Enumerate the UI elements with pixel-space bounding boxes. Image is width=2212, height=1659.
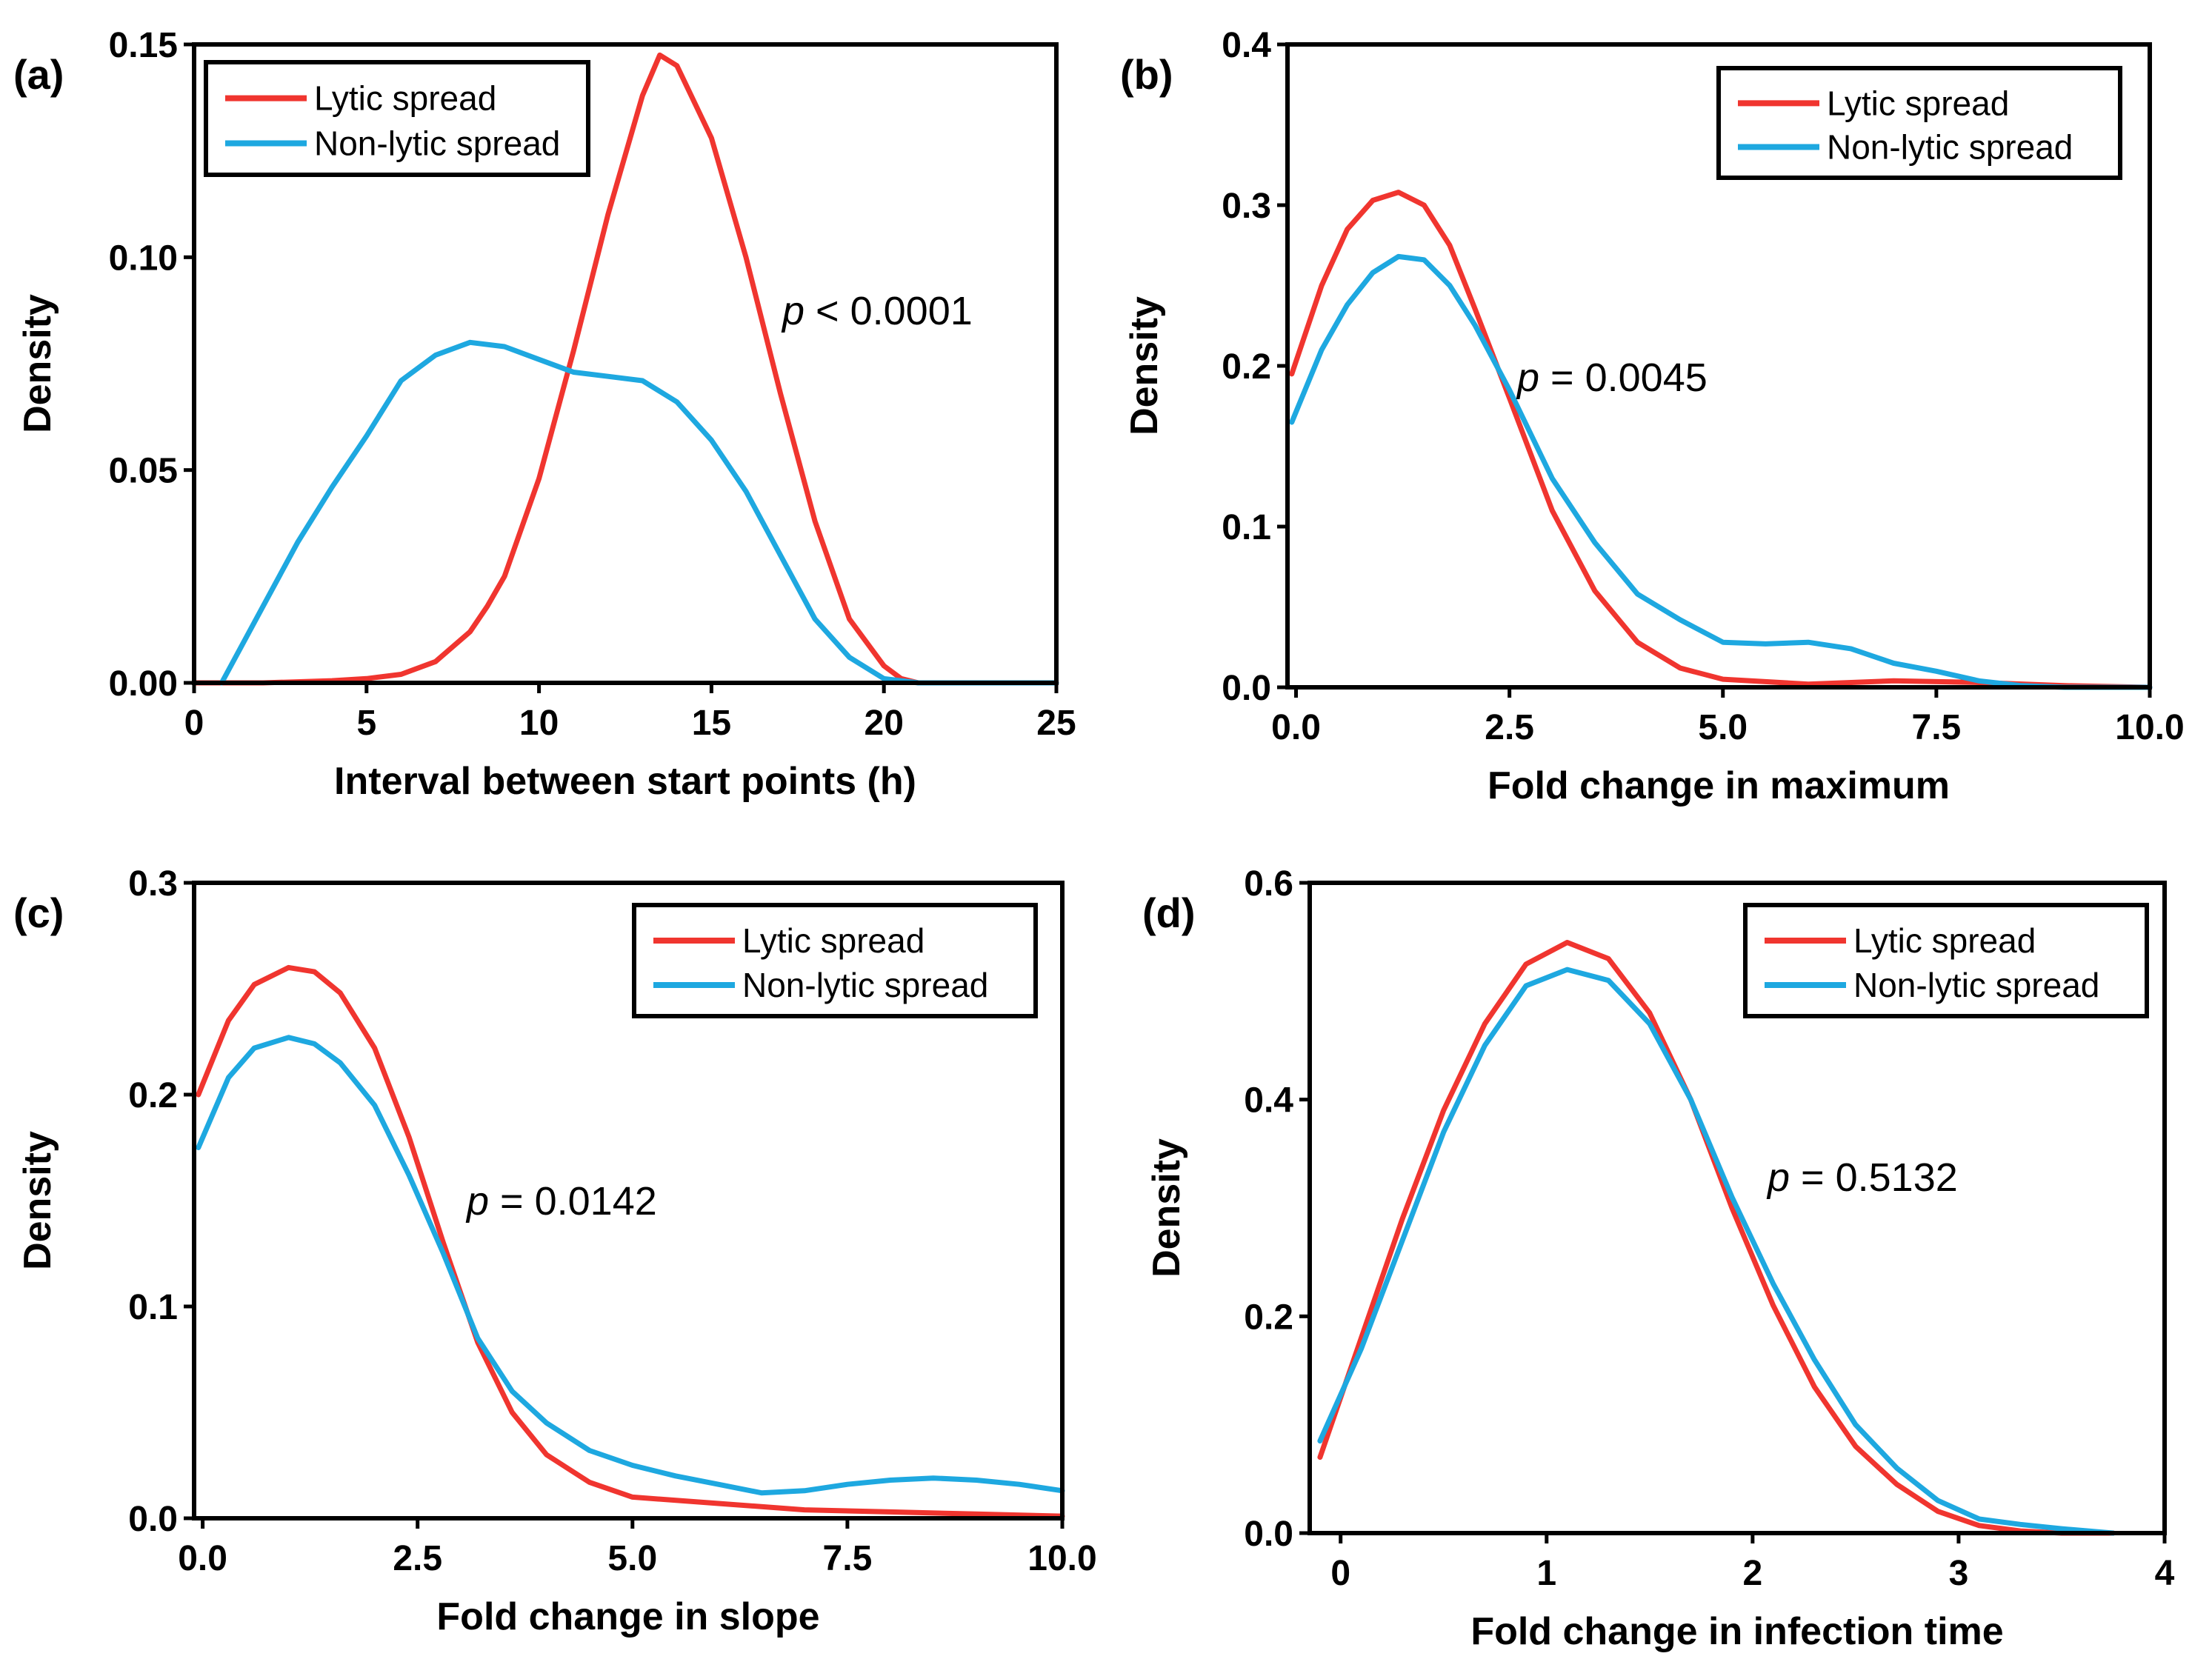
- chart-panel-3: (d) 0 1 2 3 4 0.0 0.2 0.4 0.6 Fold change in infec…: [1142, 864, 2175, 1653]
- series-line-lytic: [196, 964, 1065, 1519]
- series-group: [1317, 940, 2116, 1536]
- p-value-annotation: p = 0.0045: [1516, 356, 1708, 400]
- panel-label: (c): [13, 889, 64, 936]
- y-axis-title: Density: [16, 1131, 59, 1270]
- series-line-lytic: [1289, 190, 2153, 690]
- x-tick-label: 2.5: [1485, 708, 1534, 747]
- series-line-lytic: [191, 52, 1059, 686]
- legend-label-lytic: Lytic spread: [314, 79, 496, 118]
- y-tick-label: 0.2: [1244, 1298, 1293, 1337]
- legend: Lytic spread Non-lytic spread: [204, 60, 590, 177]
- legend-label-nonlytic: Non-lytic spread: [314, 124, 560, 162]
- x-tick-label: 5.0: [607, 1539, 657, 1578]
- y-tick-label: 0.4: [1222, 26, 1271, 65]
- chart-panel-2: (c) 0.0 2.5 5.0 7.5 10.0 0.0 0.1 0.2 0.3 Fold chan…: [13, 864, 1097, 1638]
- x-axis-title: Fold change in maximum: [1488, 764, 1950, 807]
- series-line-lytic: [1317, 940, 2116, 1536]
- p-value-annotation: p < 0.0001: [781, 289, 973, 333]
- y-tick-label: 0.3: [128, 864, 178, 904]
- panel-label: (d): [1142, 889, 1196, 936]
- p-value-text: < 0.0001: [804, 289, 973, 333]
- p-value-annotation: p = 0.0142: [465, 1179, 657, 1224]
- x-axis-title: Fold change in slope: [436, 1595, 819, 1638]
- x-tick-label: 7.5: [823, 1539, 873, 1578]
- y-tick-label: 0.4: [1244, 1081, 1293, 1121]
- x-tick-label: 7.5: [1912, 708, 1962, 747]
- series-group: [1289, 190, 2153, 690]
- series-line-nonlytic: [219, 339, 1059, 686]
- legend: Lytic spread Non-lytic spread: [632, 903, 1038, 1018]
- series-group: [196, 964, 1065, 1519]
- p-value-annotation: p = 0.5132: [1766, 1155, 1958, 1200]
- legend: Lytic spread Non-lytic spread: [1716, 66, 2122, 180]
- y-tick-label: 0.3: [1222, 187, 1271, 226]
- plot-frame: [192, 881, 1065, 1521]
- legend-box: [1716, 66, 2122, 180]
- x-tick-label: 10.0: [1027, 1539, 1096, 1578]
- x-tick-label: 10: [519, 704, 559, 743]
- panel-label: (b): [1120, 51, 1173, 98]
- x-tick-label: 3: [1949, 1554, 1969, 1593]
- p-symbol: p: [1516, 356, 1539, 400]
- y-axis-title: Density: [1123, 296, 1166, 435]
- legend-label-lytic: Lytic spread: [742, 921, 925, 960]
- y-tick-label: 0.0: [1244, 1515, 1293, 1554]
- p-symbol: p: [1766, 1155, 1790, 1200]
- panel-label: (a): [13, 51, 64, 98]
- p-symbol: p: [465, 1179, 489, 1224]
- series-group: [191, 52, 1059, 686]
- y-tick-label: 0.2: [1222, 347, 1271, 387]
- y-tick-label: 0.00: [109, 664, 178, 704]
- y-tick-label: 0.05: [109, 452, 178, 491]
- x-tick-label: 4: [2155, 1554, 2175, 1593]
- series-line-nonlytic: [1317, 967, 2116, 1536]
- x-tick-label: 0: [1330, 1554, 1350, 1593]
- p-symbol: p: [781, 289, 804, 333]
- series-line-nonlytic: [196, 1035, 1065, 1496]
- y-axis-title: Density: [1145, 1138, 1188, 1278]
- legend-box: [204, 60, 590, 177]
- p-value-text: = 0.0045: [1539, 356, 1708, 400]
- plot-frame: [192, 42, 1059, 685]
- legend: Lytic spread Non-lytic spread: [1743, 903, 2149, 1018]
- legend-label-nonlytic: Non-lytic spread: [1853, 966, 2099, 1004]
- x-tick-label: 10.0: [2115, 708, 2184, 747]
- y-tick-label: 0.0: [1222, 669, 1271, 708]
- series-line-nonlytic: [1289, 253, 2153, 690]
- y-tick-label: 0.1: [1222, 508, 1271, 547]
- x-tick-label: 0.0: [178, 1539, 227, 1578]
- x-axis-title: Fold change in infection time: [1470, 1610, 2003, 1653]
- legend-box: [632, 903, 1038, 1018]
- legend-label-nonlytic: Non-lytic spread: [1827, 128, 2073, 167]
- x-tick-label: 2.5: [393, 1539, 442, 1578]
- x-tick-label: 20: [865, 704, 904, 743]
- chart-panel-1: (b) 0.0 2.5 5.0 7.5 10.0 0.0 0.1 0.2 0.3 0.4 Fold c…: [1120, 26, 2185, 807]
- y-tick-label: 0.15: [109, 26, 178, 65]
- x-tick-label: 0: [184, 704, 204, 743]
- legend-box: [1743, 903, 2149, 1018]
- x-axis-title: Interval between start points (h): [334, 760, 916, 803]
- p-value-text: = 0.5132: [1790, 1155, 1958, 1200]
- x-tick-label: 5: [356, 704, 376, 743]
- legend-label-lytic: Lytic spread: [1853, 921, 2036, 960]
- p-value-text: = 0.0142: [489, 1179, 657, 1224]
- x-tick-label: 5.0: [1698, 708, 1748, 747]
- y-tick-label: 0.1: [128, 1288, 178, 1327]
- y-tick-label: 0.10: [109, 238, 178, 278]
- x-tick-label: 15: [692, 704, 731, 743]
- x-tick-label: 0.0: [1271, 708, 1321, 747]
- legend-label-lytic: Lytic spread: [1827, 84, 2009, 122]
- plot-frame: [1307, 881, 2167, 1535]
- chart-panel-0: (a) 0 5 10 15 20 25 0.00 0.05 0.10 0.15 Interval be…: [13, 26, 1076, 803]
- y-tick-label: 0.0: [128, 1500, 178, 1539]
- y-tick-label: 0.2: [128, 1076, 178, 1115]
- x-tick-label: 1: [1536, 1554, 1556, 1593]
- x-tick-label: 2: [1743, 1554, 1763, 1593]
- x-tick-label: 25: [1036, 704, 1076, 743]
- y-tick-label: 0.6: [1244, 864, 1293, 904]
- legend-label-nonlytic: Non-lytic spread: [742, 966, 988, 1004]
- y-axis-title: Density: [16, 294, 59, 433]
